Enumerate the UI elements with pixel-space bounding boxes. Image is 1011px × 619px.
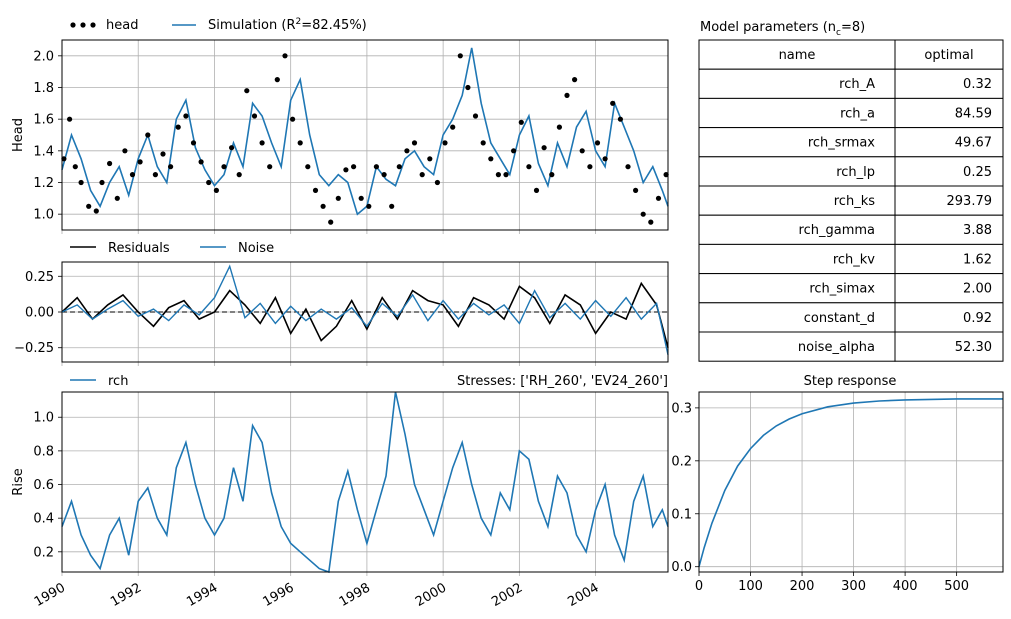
- head-observation-point: [457, 53, 463, 59]
- head-observation-point: [533, 187, 540, 193]
- head-observation-point: [107, 160, 113, 167]
- head-observation-point: [366, 203, 372, 209]
- head-observation-point: [86, 203, 92, 209]
- head-observation-point: [351, 164, 357, 170]
- head-observation-point: [320, 203, 326, 209]
- head-observation-point: [259, 140, 265, 146]
- head-observation-point: [526, 164, 532, 170]
- head-observation-point: [72, 164, 78, 170]
- head-observation-point: [465, 84, 471, 91]
- head-observation-point: [411, 140, 418, 146]
- y-tick-label: 1.4: [33, 144, 54, 159]
- head-observation-point: [168, 164, 174, 170]
- head-observation-point: [282, 53, 288, 59]
- head-observation-point: [480, 140, 486, 146]
- head-observation-point: [67, 116, 73, 122]
- head-observation-point: [472, 113, 479, 119]
- head-observation-point: [427, 156, 433, 162]
- head-observation-point: [358, 195, 364, 201]
- head-observation-point: [312, 187, 319, 193]
- head-observation-point: [633, 187, 639, 193]
- head-observation-point: [396, 164, 402, 170]
- head-observation-point: [389, 203, 395, 209]
- head-observation-point: [145, 132, 151, 138]
- head-observation-point: [663, 172, 669, 178]
- head-legend: head Simulation (R2=82.45%): [70, 17, 367, 33]
- head-observation-point: [602, 156, 608, 162]
- head-observation-point: [99, 179, 105, 186]
- head-observation-point: [610, 100, 616, 106]
- head-observation-point: [213, 187, 219, 193]
- head-observation-point: [419, 172, 425, 178]
- head-observation-point: [129, 172, 136, 178]
- head-observation-point: [297, 140, 303, 146]
- y-tick-label: 1.0: [33, 208, 54, 223]
- head-observation-point: [183, 113, 189, 119]
- head-observation-point: [175, 124, 181, 130]
- head-observation-point: [78, 179, 84, 186]
- head-observation-point: [587, 164, 593, 170]
- y-tick-label: 1.8: [33, 81, 54, 96]
- head-observation-point: [160, 151, 166, 157]
- head-observation-point: [373, 164, 379, 170]
- head-observation-point: [305, 164, 311, 170]
- head-observation-point: [152, 172, 158, 178]
- head-observation-point: [625, 164, 631, 170]
- head-observation-point: [93, 208, 99, 214]
- head-observation-point: [495, 172, 501, 178]
- head-axes-frame: [61, 39, 669, 231]
- head-observation-point: [564, 92, 570, 98]
- head-observation-point: [114, 195, 120, 201]
- simulation-series-line: [61, 47, 669, 216]
- head-observation-point: [648, 219, 654, 225]
- head-observation-point: [541, 145, 547, 151]
- head-observation-point: [450, 124, 456, 130]
- head-observation-point: [579, 148, 585, 154]
- y-tick-label: 1.6: [33, 113, 54, 128]
- head-observation-point: [206, 179, 212, 186]
- head-observation-point: [251, 113, 258, 119]
- head-observations: [61, 53, 669, 225]
- head-observation-point: [236, 172, 242, 178]
- head-observation-point: [335, 195, 341, 201]
- y-tick-label: 2.0: [33, 49, 54, 64]
- head-observation-point: [434, 179, 440, 186]
- head-observation-point: [328, 219, 334, 225]
- head-observation-point: [198, 159, 204, 165]
- y-tick-label: 1.2: [33, 176, 54, 191]
- head-observation-point: [510, 148, 517, 154]
- head-observation-point: [290, 116, 296, 122]
- head-observation-point: [503, 172, 509, 178]
- head-observation-point: [655, 195, 662, 201]
- head-observation-point: [267, 164, 273, 170]
- head-observation-point: [549, 172, 555, 178]
- head-observation-point: [556, 124, 563, 130]
- head-observation-point: [442, 140, 448, 146]
- head-observation-point: [640, 211, 646, 217]
- head-observation-point: [137, 159, 143, 165]
- legend-head-label: head: [106, 18, 138, 33]
- head-observation-point: [274, 77, 280, 83]
- head-observation-point: [190, 140, 197, 146]
- head-observation-point: [221, 164, 227, 170]
- head-ylabel: Head: [11, 118, 26, 152]
- head-observation-point: [617, 116, 624, 122]
- head-observation-point: [229, 145, 235, 151]
- head-observation-point: [594, 140, 601, 146]
- head-observation-point: [343, 167, 349, 173]
- head-observation-point: [518, 119, 524, 125]
- legend-simulation-label: Simulation (R2=82.45%): [208, 17, 367, 33]
- head-observation-point: [488, 156, 494, 162]
- head-observation-point: [122, 148, 128, 154]
- head-observation-point: [404, 148, 410, 154]
- head-observation-point: [61, 156, 67, 162]
- head-observation-point: [381, 172, 387, 178]
- head-observation-point: [244, 88, 250, 94]
- head-observation-point: [572, 77, 578, 83]
